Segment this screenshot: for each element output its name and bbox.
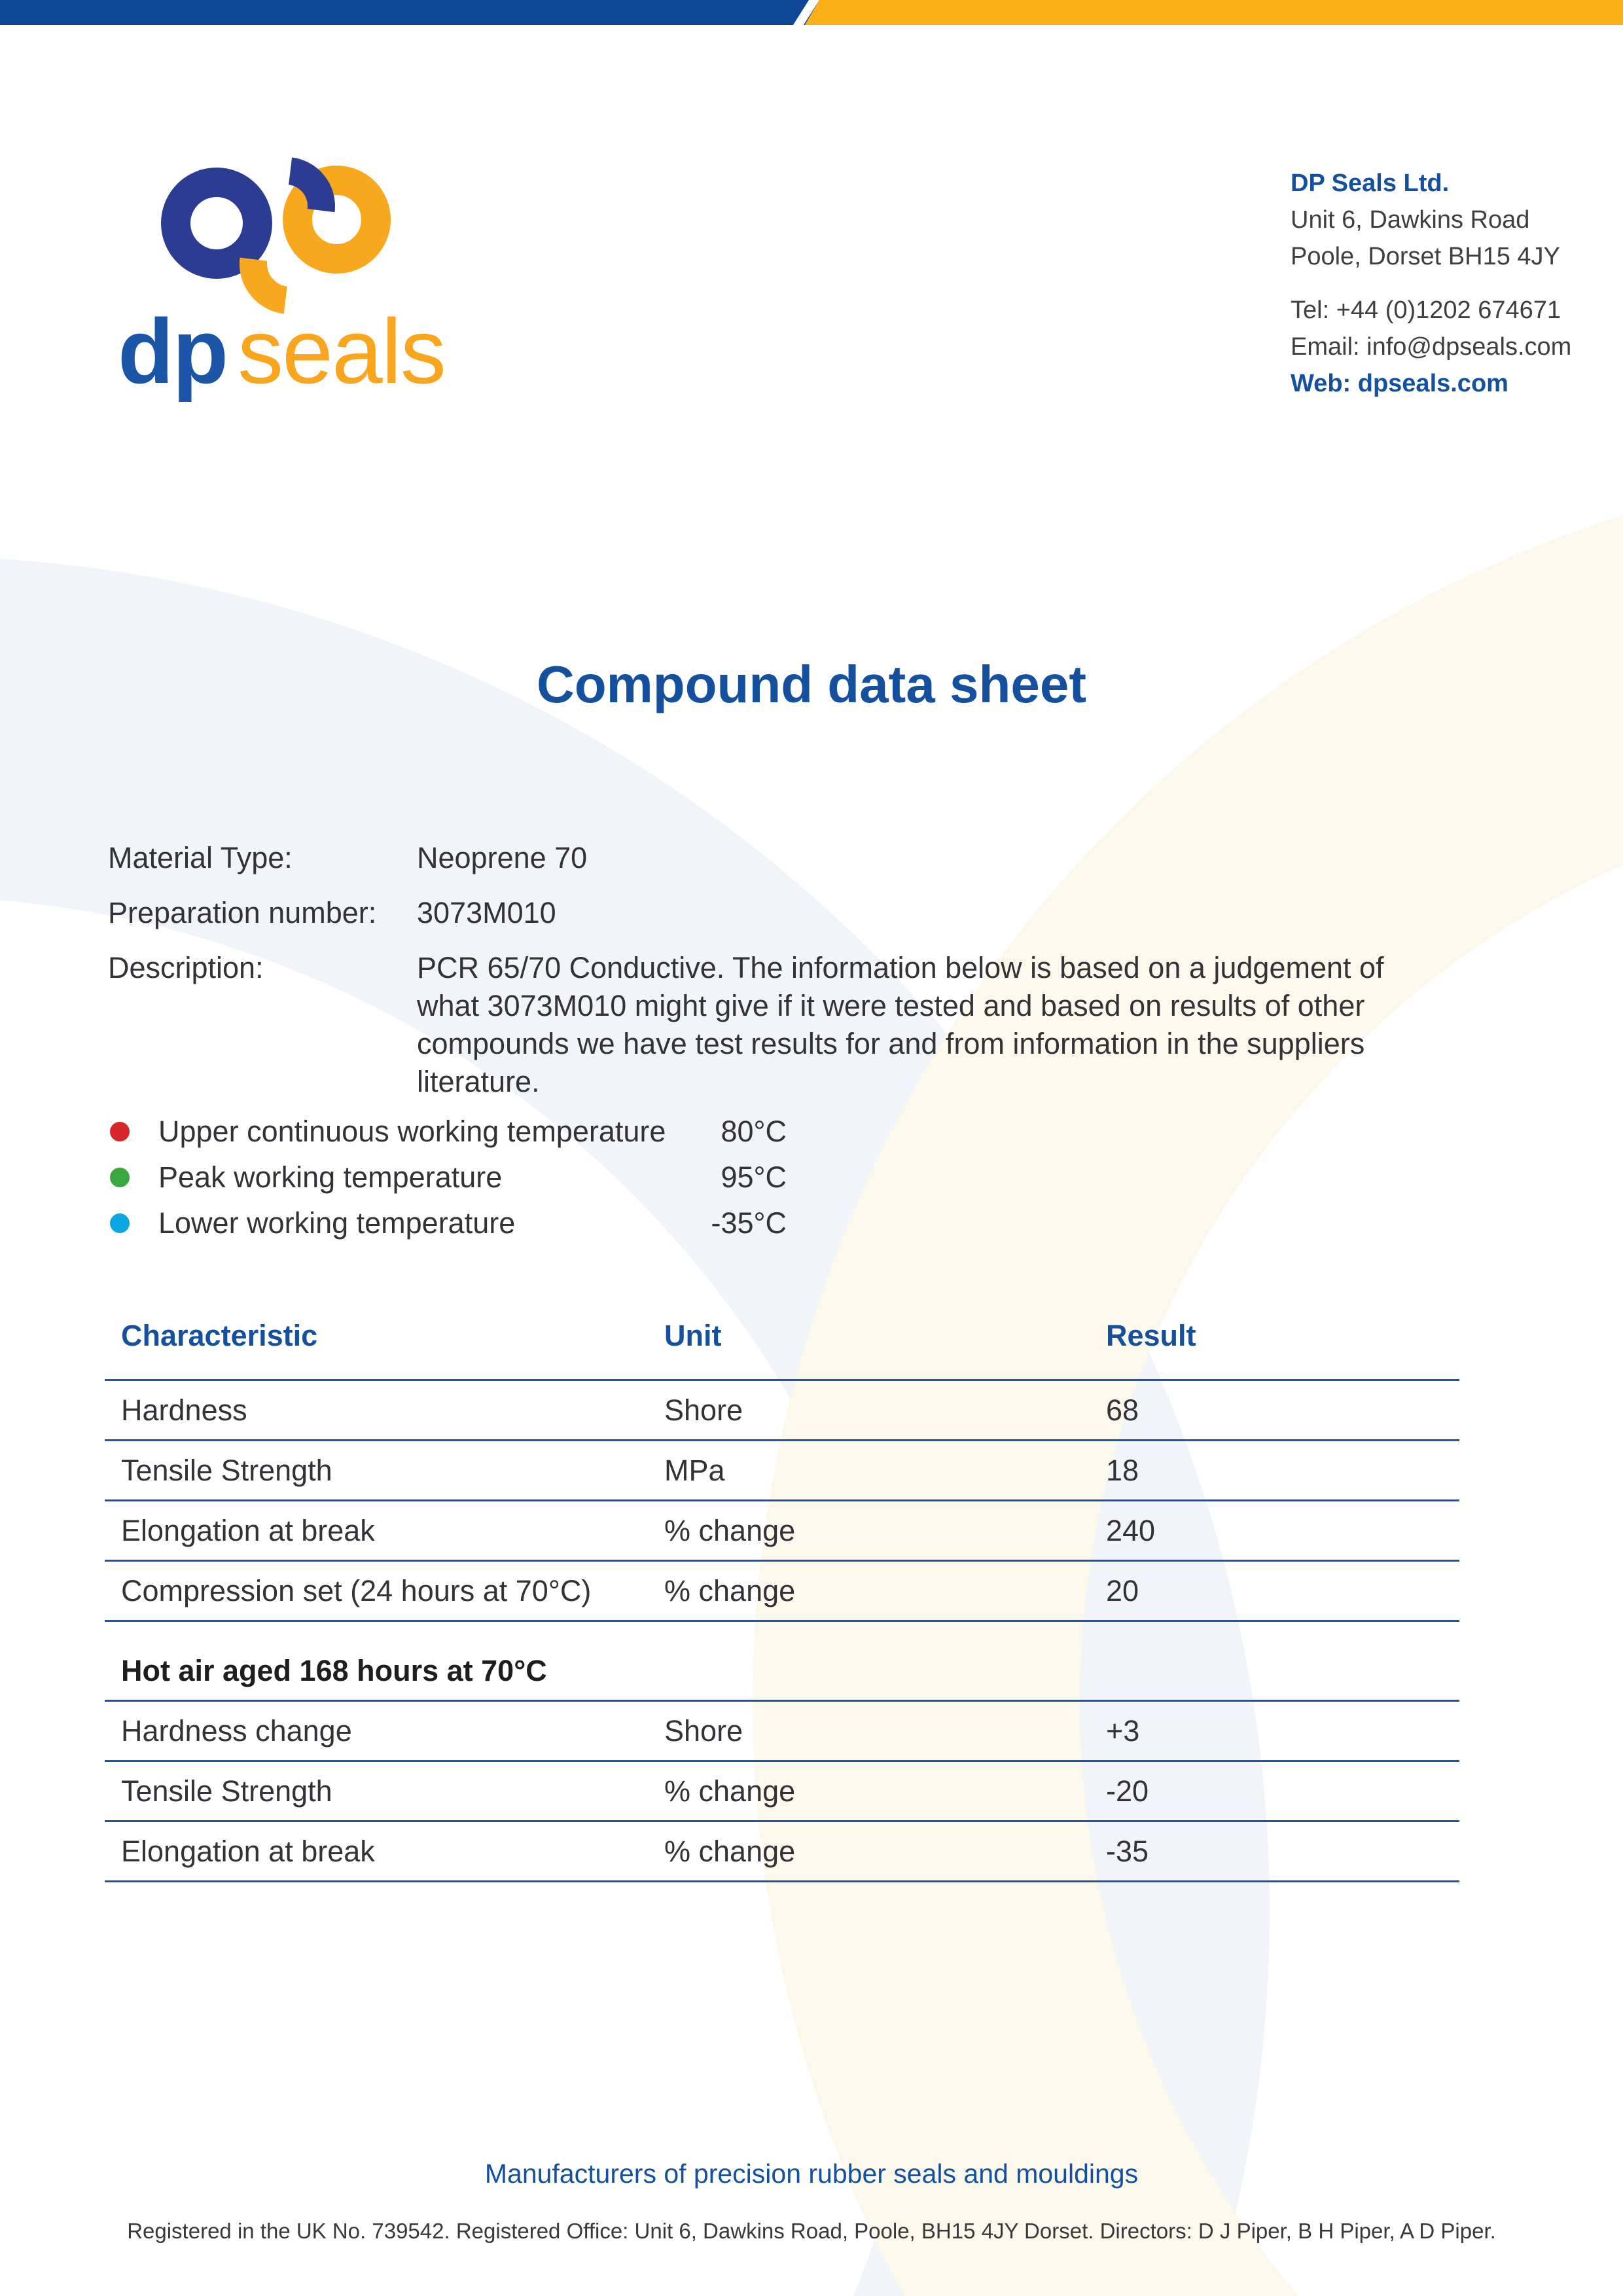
cell-result: -20 xyxy=(1106,1774,1149,1808)
description-value: PCR 65/70 Conductive. The information be… xyxy=(417,951,1384,1098)
column-header-result: Result xyxy=(1106,1319,1196,1352)
temperature-item: Peak working temperature 95°C xyxy=(110,1155,787,1200)
characteristics-table: Characteristic Unit Result Hardness Shor… xyxy=(105,1299,1459,1882)
preparation-number-label: Preparation number: xyxy=(108,896,377,929)
footer-tagline: Manufacturers of precision rubber seals … xyxy=(484,2159,1139,2189)
table-row: Hardness Shore 68 xyxy=(105,1381,1459,1441)
company-name: DP Seals Ltd. xyxy=(1291,170,1450,197)
cell-result: 18 xyxy=(1106,1453,1139,1487)
cell-result: -35 xyxy=(1106,1834,1149,1868)
table-section-header-row: Hot air aged 168 hours at 70°C xyxy=(105,1622,1459,1702)
cell-characteristic: Elongation at break xyxy=(121,1834,375,1868)
cell-unit: Shore xyxy=(664,1393,743,1427)
cell-unit: Shore xyxy=(664,1713,743,1748)
cell-result: 240 xyxy=(1106,1513,1156,1547)
table-row: Tensile Strength % change -20 xyxy=(105,1762,1459,1822)
cell-characteristic: Tensile Strength xyxy=(121,1774,332,1808)
table-row: Hardness change Shore +3 xyxy=(105,1702,1459,1762)
cell-unit: % change xyxy=(664,1774,796,1808)
logo-text-seals: seals xyxy=(238,300,446,403)
temperature-label: Lower working temperature xyxy=(158,1206,516,1240)
temperature-item: Lower working temperature -35°C xyxy=(110,1200,787,1246)
green-bullet-icon xyxy=(110,1168,130,1187)
company-info-block: DP Seals Ltd. Unit 6, Dawkins Road Poole… xyxy=(1291,165,1571,402)
temperature-value: 95°C xyxy=(721,1160,787,1194)
temperature-label: Peak working temperature xyxy=(158,1160,503,1194)
cell-unit: % change xyxy=(664,1573,796,1607)
footer-legal-text: Registered in the UK No. 739542. Registe… xyxy=(127,2219,1496,2243)
material-type-value: Neoprene 70 xyxy=(417,841,588,874)
logo-wordmark: dp seals xyxy=(118,300,446,403)
preparation-number-value: 3073M010 xyxy=(417,896,556,929)
material-type-label: Material Type: xyxy=(108,841,293,874)
section-header-spacer xyxy=(648,1610,1090,1700)
blue-bullet-icon xyxy=(110,1213,130,1233)
company-address-line2: Poole, Dorset BH15 4JY xyxy=(1291,243,1560,270)
temperature-value: -35°C xyxy=(711,1206,787,1240)
company-email: Email: info@dpseals.com xyxy=(1291,333,1572,361)
cell-characteristic: Hardness change xyxy=(121,1713,352,1748)
page-title: Compound data sheet xyxy=(536,655,1087,713)
company-tel: Tel: +44 (0)1202 674671 xyxy=(1291,296,1561,324)
material-type-row: Material Type: Neoprene 70 xyxy=(108,839,1456,877)
top-bar xyxy=(0,0,1623,25)
cell-result: 20 xyxy=(1106,1573,1139,1607)
table-row: Elongation at break % change -35 xyxy=(105,1822,1459,1882)
cell-characteristic: Hardness xyxy=(121,1393,247,1427)
section-header-spacer xyxy=(1090,1610,1459,1700)
section-header-hot-air-aged: Hot air aged 168 hours at 70°C xyxy=(121,1654,547,1687)
company-address-line1: Unit 6, Dawkins Road xyxy=(1291,206,1530,234)
logo-text-dp: dp xyxy=(118,300,228,403)
top-bar-yellow-segment xyxy=(805,0,1623,25)
dp-seals-logo: dp seals xyxy=(118,137,524,424)
cell-unit: MPa xyxy=(664,1453,725,1487)
preparation-number-row: Preparation number: 3073M010 xyxy=(108,894,1456,932)
column-header-characteristic: Characteristic xyxy=(121,1319,318,1352)
temperature-label: Upper continuous working temperature xyxy=(158,1115,666,1148)
table-header-row: Characteristic Unit Result xyxy=(105,1299,1459,1381)
cell-characteristic: Tensile Strength xyxy=(121,1453,332,1487)
cell-result: 68 xyxy=(1106,1393,1139,1427)
description-row: Description: PCR 65/70 Conductive. The i… xyxy=(108,949,1456,1101)
column-header-unit: Unit xyxy=(664,1319,722,1352)
cell-characteristic: Compression set (24 hours at 70°C) xyxy=(121,1573,592,1607)
table-row: Tensile Strength MPa 18 xyxy=(105,1441,1459,1501)
cell-result: +3 xyxy=(1106,1713,1140,1748)
table-row: Compression set (24 hours at 70°C) % cha… xyxy=(105,1562,1459,1622)
material-info-section: Material Type: Neoprene 70 Preparation n… xyxy=(108,839,1456,1118)
table-row: Elongation at break % change 240 xyxy=(105,1501,1459,1562)
temperature-value: 80°C xyxy=(721,1115,787,1148)
company-spacer xyxy=(1291,275,1571,292)
cell-unit: % change xyxy=(664,1834,796,1868)
working-temperatures-list: Upper continuous working temperature 80°… xyxy=(110,1109,787,1246)
company-web-link[interactable]: Web: dpseals.com xyxy=(1291,370,1508,397)
cell-characteristic: Elongation at break xyxy=(121,1513,375,1547)
description-label: Description: xyxy=(108,951,264,984)
red-bullet-icon xyxy=(110,1122,130,1141)
cell-unit: % change xyxy=(664,1513,796,1547)
temperature-item: Upper continuous working temperature 80°… xyxy=(110,1109,787,1155)
